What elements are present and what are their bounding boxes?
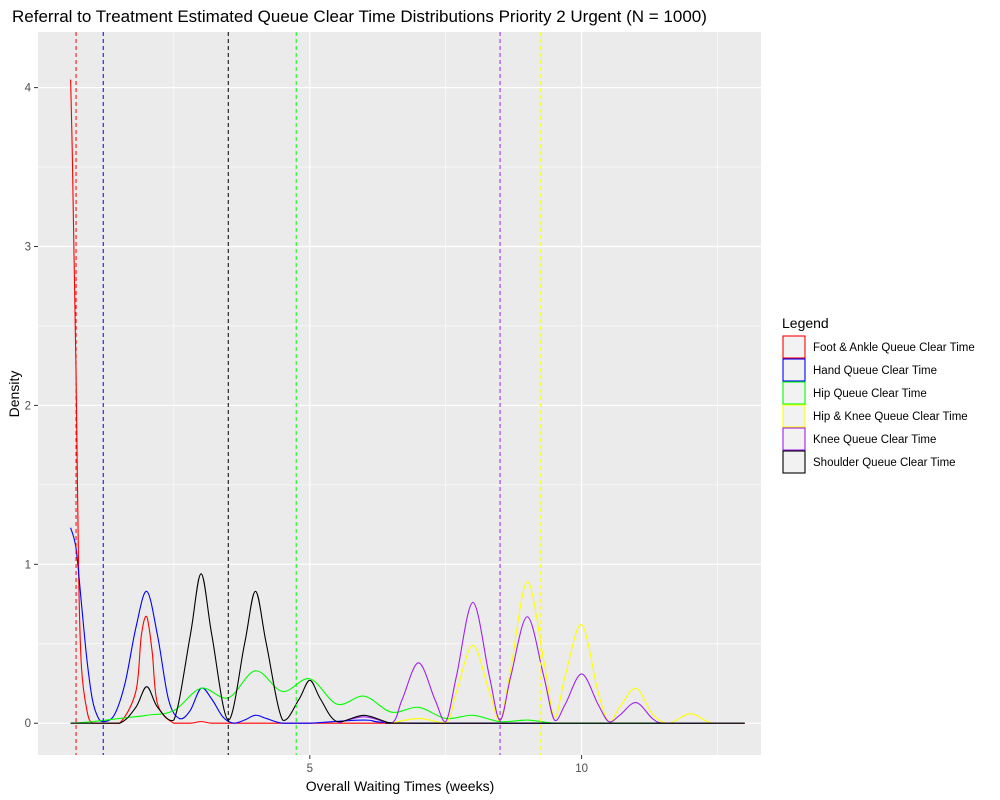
series-line-3 xyxy=(391,581,745,724)
legend-key xyxy=(782,335,806,359)
legend-key xyxy=(782,381,806,405)
series-curves xyxy=(70,79,745,724)
y-tick-label: 0 xyxy=(25,718,31,730)
series-line-1 xyxy=(70,527,745,724)
legend-item: Hip Queue Clear Time xyxy=(782,381,927,405)
legend-label: Hip Queue Clear Time xyxy=(813,388,927,400)
legend-key xyxy=(782,404,806,428)
y-axis-title: Density xyxy=(6,371,22,418)
legend-key xyxy=(782,450,806,474)
legend-label: Hand Queue Clear Time xyxy=(813,365,937,377)
mean-lines xyxy=(75,32,542,755)
legend-key xyxy=(782,427,806,451)
legend-key xyxy=(782,358,806,382)
y-tick-label: 3 xyxy=(25,242,31,254)
chart-title: Referral to Treatment Estimated Queue Cl… xyxy=(12,7,707,26)
y-tick-label: 2 xyxy=(25,400,31,412)
x-tick-label: 10 xyxy=(575,763,588,775)
legend-label: Shoulder Queue Clear Time xyxy=(813,457,956,469)
legend-label: Knee Queue Clear Time xyxy=(813,434,936,446)
series-line-4 xyxy=(336,601,745,724)
plot-panel xyxy=(38,32,761,755)
series-line-2 xyxy=(70,670,745,724)
legend-label: Foot & Ankle Queue Clear Time xyxy=(813,342,975,354)
legend: Legend Foot & Ankle Queue Clear Time Hand… xyxy=(782,315,975,474)
x-tick-label: 5 xyxy=(307,763,313,775)
legend-item: Hip & Knee Queue Clear Time xyxy=(782,404,968,428)
x-axis-title: Overall Waiting Times (weeks) xyxy=(306,778,495,794)
legend-item: Shoulder Queue Clear Time xyxy=(782,450,956,474)
legend-item: Foot & Ankle Queue Clear Time xyxy=(782,335,975,359)
legend-item: Hand Queue Clear Time xyxy=(782,358,937,382)
legend-label: Hip & Knee Queue Clear Time xyxy=(813,411,968,423)
y-tick-label: 1 xyxy=(25,559,31,571)
series-line-0 xyxy=(70,79,745,724)
legend-item: Knee Queue Clear Time xyxy=(782,427,936,451)
y-tick-label: 4 xyxy=(25,83,32,95)
series-line-5 xyxy=(70,573,745,724)
legend-title: Legend xyxy=(782,315,829,331)
axes: 5 10 0 1 2 3 4 xyxy=(25,83,588,775)
